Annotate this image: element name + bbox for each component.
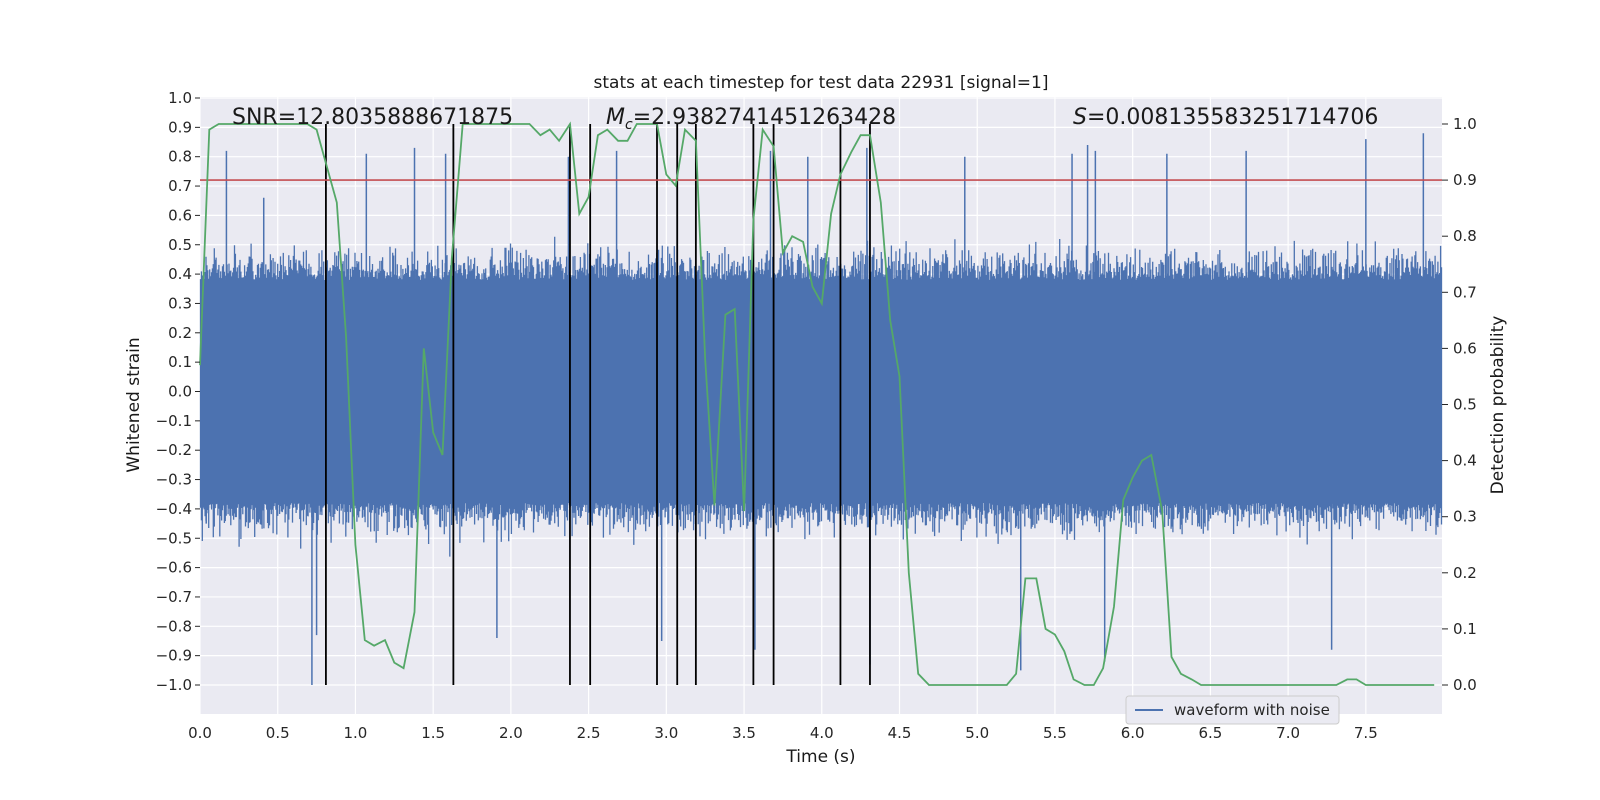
y-tick-label: −0.9: [156, 647, 192, 665]
y-tick-label: −0.6: [156, 559, 192, 577]
y-tick-label: 0.6: [168, 206, 192, 224]
y2-tick-label: 0.7: [1453, 283, 1477, 301]
y2-tick-label: 0.1: [1453, 620, 1477, 638]
legend-box: [1125, 695, 1340, 725]
y2-tick-label: 0.5: [1453, 396, 1477, 414]
x-tick-label: 1.0: [344, 724, 368, 742]
y-tick-label: −0.4: [156, 500, 192, 518]
snr-annotation: SNR=12.8035888671875: [232, 105, 513, 130]
y-tick-label: 0.1: [168, 353, 192, 371]
x-tick-label: 3.5: [732, 724, 756, 742]
x-tick-label: 4.5: [888, 724, 912, 742]
y2-tick-label: 1.0: [1453, 115, 1477, 133]
x-tick-label: 4.0: [810, 724, 834, 742]
x-tick-label: 6.0: [1121, 724, 1145, 742]
chirp-mass-value: =2.9382741451263428: [633, 105, 896, 130]
y-tick-label: 0.5: [168, 236, 192, 254]
legend: waveform with noise: [1125, 695, 1340, 725]
chirp-mass-symbol: M: [606, 105, 625, 130]
legend-label: waveform with noise: [1174, 701, 1330, 719]
y2-tick-label: 0.8: [1453, 227, 1477, 245]
y-tick-label: −0.2: [156, 441, 192, 459]
y2-axis-label: Detection probability: [1488, 316, 1508, 495]
x-tick-label: 5.5: [1043, 724, 1067, 742]
x-tick-label: 2.5: [577, 724, 601, 742]
x-axis-label: Time (s): [785, 747, 855, 767]
x-tick-label: 5.0: [965, 724, 989, 742]
y-tick-label: 0.8: [168, 148, 192, 166]
y2-tick-label: 0.4: [1453, 452, 1477, 470]
y-tick-label: −0.1: [156, 412, 192, 430]
y-tick-label: 0.7: [168, 177, 192, 195]
waveform-with-noise-series: [199, 133, 1443, 685]
y-tick-label: 0.3: [168, 294, 192, 312]
y-tick-label: 0.9: [168, 118, 192, 136]
x-axis-ticks: 0.0 0.5 1.0 1.5 2.0 2.5 3.0 3.5 4.0 4.5 5.0 5.5 6.0 6…: [188, 724, 1378, 742]
x-tick-label: 7.0: [1276, 724, 1300, 742]
chirp-mass-subscript: c: [625, 117, 633, 133]
y-tick-label: −0.8: [156, 617, 192, 635]
y-tick-label: −0.5: [156, 529, 192, 547]
x-tick-label: 7.5: [1354, 724, 1378, 742]
y-tick-label: −0.3: [156, 471, 192, 489]
s-annotation: S=0.0081355832517147​06: [1073, 105, 1378, 130]
x-tick-label: 1.5: [421, 724, 445, 742]
y2-tick-label: 0.9: [1453, 171, 1477, 189]
y2-tick-label: 0.2: [1453, 564, 1477, 582]
x-tick-label: 6.5: [1198, 724, 1222, 742]
y-tick-label: 0.0: [168, 383, 192, 401]
y2-tick-label: 0.6: [1453, 339, 1477, 357]
y-axis-ticks: 1.0 0.9 0.8 0.7 0.6 0.5 0.4 0.3 0.2 0.1 0.0 −0.1 −0.…: [156, 89, 200, 694]
y2-axis-ticks: 1.0 0.9 0.8 0.7 0.6 0.5 0.4 0.3 0.2 0.1 0.0: [1442, 115, 1477, 694]
chirp-mass-annotation: Mc=2.9382741451263428: [606, 105, 896, 133]
y2-tick-label: 0.3: [1453, 508, 1477, 526]
y-tick-label: 1.0: [168, 89, 192, 107]
detection-probability-line: [199, 121, 1435, 686]
x-tick-label: 0.5: [266, 724, 290, 742]
y-tick-label: 0.2: [168, 324, 192, 342]
chart-title: stats at each timestep for test data 229…: [594, 73, 1049, 93]
y-tick-label: 0.4: [168, 265, 192, 283]
x-tick-label: 0.0: [188, 724, 212, 742]
y-axis-label: Whitened strain: [124, 337, 144, 472]
s-symbol: S: [1073, 105, 1087, 130]
s-value: =0.0081355832517147​06: [1087, 105, 1378, 130]
x-tick-label: 2.0: [499, 724, 523, 742]
y2-tick-label: 0.0: [1453, 676, 1477, 694]
y-tick-label: −1.0: [156, 676, 192, 694]
y-tick-label: −0.7: [156, 588, 192, 606]
waveform-trace: [199, 236, 1443, 557]
x-tick-label: 3.0: [654, 724, 678, 742]
